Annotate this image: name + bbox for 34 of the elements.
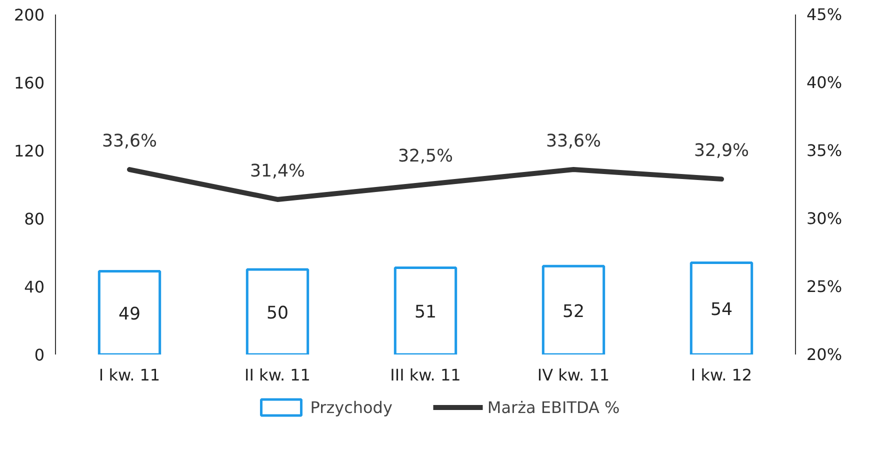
y2-tick-label: 20%	[806, 345, 842, 364]
bar	[98, 270, 162, 354]
y2-tick-label: 25%	[806, 277, 842, 296]
y-tick-label: 0	[34, 346, 45, 364]
data-label: 31,4%	[250, 161, 306, 182]
data-label: 51	[414, 302, 437, 323]
y2-tick-label: 45%	[806, 5, 842, 24]
data-label: 50	[266, 304, 289, 324]
bar	[394, 266, 458, 354]
legend-label: Przychody	[310, 398, 392, 416]
y2-tick-label: 40%	[806, 73, 842, 92]
y2-tick-label: 35%	[806, 141, 842, 160]
y-tick-label: 40	[24, 278, 44, 296]
data-label: 54	[710, 300, 733, 320]
y-tick-label: 160	[14, 74, 45, 92]
x-tick-label: I kw. 11	[98, 366, 160, 384]
y-tick-label: 120	[14, 142, 45, 160]
data-label: 32,5%	[398, 146, 454, 166]
data-label: 49	[118, 304, 141, 324]
y2-tick-label: 30%	[806, 209, 842, 228]
y-tick-label: 200	[14, 6, 45, 24]
x-tick-label: III kw. 11	[390, 366, 461, 384]
bar	[690, 261, 754, 354]
legend-label: Marża EBITDA %	[487, 398, 620, 416]
y-tick-label: 80	[24, 210, 44, 228]
bar	[542, 264, 606, 354]
data-label: 52	[562, 302, 585, 322]
x-tick-label: IV kw. 11	[537, 366, 610, 384]
bar	[246, 268, 310, 354]
data-label: 32,9%	[694, 141, 750, 162]
x-tick-label: I kw. 12	[690, 366, 752, 384]
x-tick-label: II kw. 11	[244, 366, 310, 384]
data-label: 33,6%	[546, 132, 602, 152]
data-label: 33,6%	[102, 132, 158, 152]
